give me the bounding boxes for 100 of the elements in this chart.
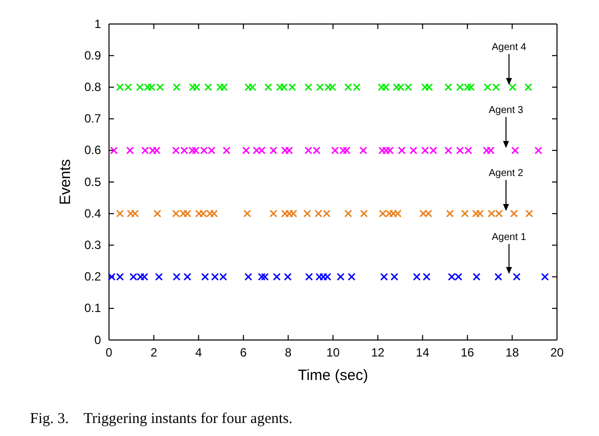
point <box>285 146 293 154</box>
y-axis-title: Events <box>57 159 74 205</box>
point <box>172 83 181 92</box>
annotation: Agent 4 <box>492 42 527 53</box>
point <box>410 146 418 154</box>
point <box>511 146 519 154</box>
x-tick-label: 12 <box>371 346 385 360</box>
x-tick-label: 8 <box>284 346 292 360</box>
point <box>472 272 480 281</box>
point <box>512 272 521 281</box>
point <box>494 272 502 281</box>
point <box>264 83 272 92</box>
y-tick-label: 0.2 <box>84 270 102 284</box>
annotation: Agent 2 <box>488 168 524 179</box>
point <box>303 210 312 218</box>
point <box>258 272 266 281</box>
point <box>510 210 518 218</box>
point <box>382 146 390 154</box>
point <box>525 210 534 218</box>
point <box>360 210 368 218</box>
x-tick-label: 18 <box>506 346 520 360</box>
point <box>422 272 431 281</box>
point <box>222 146 230 154</box>
point <box>152 146 161 154</box>
point <box>482 146 491 154</box>
point <box>192 83 200 92</box>
point <box>534 146 542 154</box>
point <box>382 83 390 92</box>
annotation: Agent 3 <box>488 105 524 116</box>
point <box>461 210 469 218</box>
point <box>110 146 118 154</box>
point <box>305 272 313 281</box>
point <box>508 83 517 92</box>
x-tick-label: 4 <box>195 346 202 360</box>
point <box>541 272 549 281</box>
point <box>210 210 218 218</box>
x-tick-label: 10 <box>326 346 340 360</box>
point <box>126 210 135 218</box>
point <box>184 272 192 281</box>
point <box>172 272 181 281</box>
point <box>472 210 480 218</box>
point <box>336 272 344 281</box>
point <box>398 146 406 154</box>
caption: Fig. 3. Triggering instants for four agents. <box>30 411 292 427</box>
x-axis-title: Time (sec) <box>298 367 368 384</box>
point <box>154 210 162 218</box>
annotation: Agent 1 <box>492 232 527 243</box>
point <box>220 83 228 92</box>
point <box>276 83 284 92</box>
x-tick-label: 16 <box>460 346 474 360</box>
point <box>486 146 495 154</box>
point <box>348 272 356 281</box>
point <box>390 272 398 281</box>
point <box>412 272 421 281</box>
point <box>342 146 351 154</box>
point <box>272 272 281 281</box>
y-tick-label: 0.9 <box>84 48 102 62</box>
point <box>446 210 454 218</box>
point <box>344 210 352 218</box>
point <box>524 83 532 92</box>
y-tick-label: 0 <box>94 332 102 347</box>
y-tick-label: 0.5 <box>84 174 102 189</box>
point <box>244 272 252 281</box>
point <box>140 272 148 281</box>
point <box>359 146 368 154</box>
point <box>281 146 289 154</box>
x-tick-label: 2 <box>150 346 158 360</box>
point <box>126 146 134 154</box>
point <box>304 83 312 92</box>
point <box>476 210 484 218</box>
y-tick-label: 1 <box>94 16 102 31</box>
x-tick-label: 20 <box>550 346 564 360</box>
point <box>216 83 224 92</box>
y-tick-label: 0.3 <box>84 238 102 252</box>
y-tick-label: 0.6 <box>84 143 102 158</box>
point <box>444 146 452 154</box>
point <box>201 272 209 281</box>
y-tick-label: 0.4 <box>84 206 102 220</box>
point <box>184 210 192 218</box>
point <box>242 146 250 154</box>
point <box>116 210 124 218</box>
point <box>425 83 433 92</box>
point <box>467 83 475 92</box>
point <box>204 83 212 92</box>
point <box>319 272 328 281</box>
point <box>155 272 163 281</box>
point <box>270 146 278 154</box>
x-tick-label: 0 <box>106 346 113 360</box>
point <box>243 210 252 218</box>
point <box>380 272 388 281</box>
point <box>244 83 252 92</box>
point <box>328 83 336 92</box>
x-tick-label: 6 <box>240 346 248 360</box>
point <box>188 83 197 92</box>
point <box>248 83 256 92</box>
point <box>421 83 429 92</box>
y-tick-label: 0.8 <box>84 80 102 94</box>
y-tick-label: 0.7 <box>84 112 102 126</box>
point <box>261 272 269 281</box>
point <box>444 83 452 92</box>
